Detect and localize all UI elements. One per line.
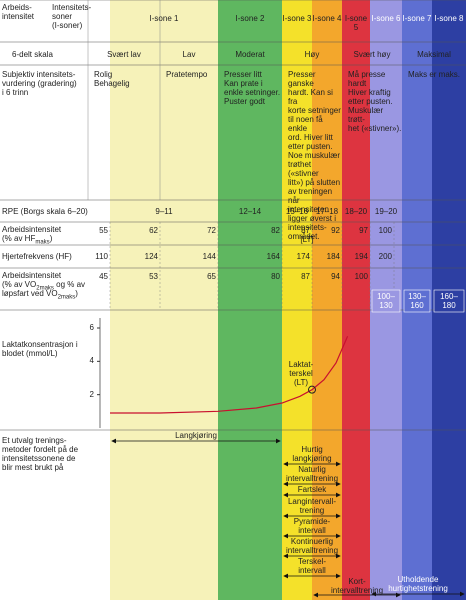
label-part: Arbeidsintensitet (% av VO [2, 271, 62, 289]
vo2-extra: 100– 130 [377, 292, 395, 310]
hr-value: 194 [354, 252, 368, 261]
row-label: Laktatkonsentrasjon i blodet (mmol/L) [2, 340, 78, 358]
header-label: Intensitets- soner (I-soner) [52, 3, 92, 30]
vo2-box [371, 289, 401, 313]
rpe-value: 15–16 [285, 207, 309, 216]
zone-label: I-sone 4 [312, 14, 342, 23]
lt-label: [LT] [300, 235, 314, 244]
zone-column [342, 0, 370, 600]
lactate-curve [110, 336, 349, 414]
hr-value: 184 [326, 252, 340, 261]
zone-label: I-sone 7 [402, 14, 432, 23]
zone-column [110, 0, 218, 600]
zone-label: I-sone 2 [235, 14, 265, 23]
row-label: Hjertefrekvens (HF) [2, 252, 72, 261]
rpe-value: 19–20 [374, 207, 398, 216]
vo2-value: 45 [99, 272, 108, 281]
threshold-label: Laktat- terskel (LT) [288, 359, 314, 387]
zone-label: I-sone 6 [371, 14, 401, 23]
vo2-value: 100 [354, 272, 368, 281]
zone-label: I-sone 8 [434, 14, 464, 23]
hr-percent: 55 [99, 226, 108, 235]
row-label: Arbeidsintensitet (% av HFmaks) [2, 225, 102, 246]
scale-level: Svært høy [353, 50, 391, 59]
method-label: Terskel- intervall [297, 557, 326, 575]
hr-value: 110 [95, 252, 108, 261]
vo2-value: 80 [271, 272, 280, 281]
label-part: Arbeidsintensitet (% av HF [2, 225, 62, 243]
hr-value: 200 [378, 252, 392, 261]
scale-level: Svært lav [107, 50, 141, 59]
y-tick-label: 6 [89, 323, 94, 332]
scale-level: Høy [304, 50, 320, 59]
description: Må presse hardt Hiver kraftig etter pust… [348, 70, 402, 133]
vo2-extra: 130– 160 [408, 292, 426, 310]
rpe-value: 18–20 [344, 207, 368, 216]
vo2-value: 94 [331, 272, 340, 281]
zone-column [218, 0, 282, 600]
description: Presser ganske hardt. Kan si fra korte s… [288, 70, 341, 241]
label-part: maks [35, 239, 50, 246]
rpe-value: 17–18 [315, 207, 339, 216]
hr-percent: 72 [207, 226, 216, 235]
method-label: Langintervall- trening [287, 497, 337, 515]
vo2-extra: 160– 180 [440, 292, 458, 310]
hr-value: 124 [144, 252, 158, 261]
vo2-value: 65 [207, 272, 216, 281]
description: Rolig Behagelig [94, 70, 130, 88]
label-part: og % av løpsfart ved VO [2, 280, 86, 298]
description: Maks er maks. [408, 70, 461, 79]
description: Presser litt Kan prate i enkle setninger… [224, 70, 281, 106]
hr-percent: 92 [331, 226, 340, 235]
method-label: Fartslek [297, 485, 327, 494]
hr-value: 164 [266, 252, 280, 261]
y-tick-label: 2 [89, 389, 94, 399]
y-tick-label: 4 [89, 356, 94, 366]
zone-column [282, 0, 312, 600]
row-label: 6-delt skala [12, 50, 53, 59]
vo2-box [433, 289, 465, 313]
hr-percent: 87 [301, 226, 310, 235]
scale-level: Maksimal [417, 50, 451, 59]
vo2-box [403, 289, 431, 313]
description: Pratetempo [166, 70, 208, 79]
row-label: Et utvalg trenings- metoder fordelt på d… [2, 436, 79, 472]
method-label: Hurtig langkjøring [292, 445, 332, 463]
zone-label: I-sone 5 [344, 14, 368, 32]
row-label: Subjektiv intensitets- vurdering (grader… [2, 70, 77, 97]
label-part: ) [75, 289, 78, 298]
method-label: Utholdende hurtighetstrening [388, 575, 448, 593]
hr-percent: 62 [149, 226, 158, 235]
method-label: Naturlig intervalltrening [285, 465, 339, 483]
vo2-value: 87 [301, 272, 310, 281]
row-label: RPE (Borgs skala 6–20) [2, 207, 88, 216]
rpe-value: 9–11 [155, 207, 173, 216]
hr-value: 174 [296, 252, 310, 261]
vo2-value: 53 [149, 272, 158, 281]
label-part: 2maks [57, 294, 76, 301]
hr-value: 144 [202, 252, 216, 261]
scale-level: Lav [182, 50, 196, 59]
zone-column [312, 0, 342, 600]
method-label: Langkjøring [175, 431, 217, 440]
hr-percent: 82 [271, 226, 280, 235]
zone-label: I-sone 3 [282, 14, 312, 23]
zone-label: I-sone 1 [149, 14, 179, 23]
row-label: Arbeidsintensitet (% av VO 2maks og % av … [2, 271, 110, 301]
hr-percent: 100 [378, 226, 392, 235]
scale-level: Moderat [235, 50, 265, 59]
label-part: ) [49, 234, 53, 243]
threshold-marker [308, 385, 316, 394]
rpe-value: 12–14 [238, 207, 262, 216]
header-label: Arbeids- intensitet [2, 3, 35, 21]
method-label: Pyramide- intervall [293, 517, 331, 535]
hr-percent: 97 [359, 226, 368, 235]
method-label: Kontinuerlig intervalltrening [285, 537, 339, 555]
method-label: Kort- intervalltrening [330, 577, 384, 595]
